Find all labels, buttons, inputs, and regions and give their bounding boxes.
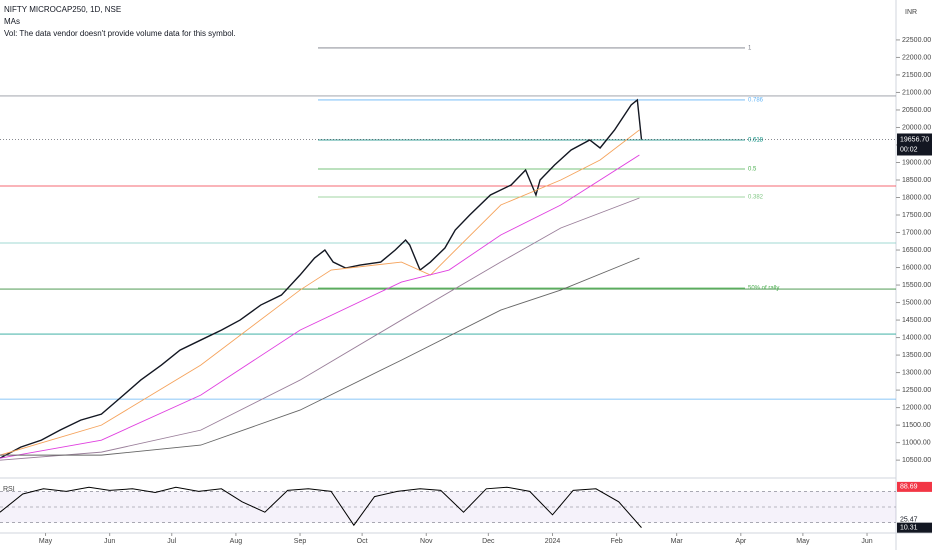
y-tick-label: 15000.00 bbox=[902, 299, 931, 306]
rsi-marker-box bbox=[897, 514, 932, 525]
y-tick-label: 12000.00 bbox=[902, 404, 931, 411]
y-tick-label: 13000.00 bbox=[902, 369, 931, 376]
rsi-marker-label: 25.47 bbox=[900, 517, 918, 524]
moving-average bbox=[0, 197, 640, 461]
y-tick-label: 15500.00 bbox=[902, 282, 931, 289]
x-tick-label: Apr bbox=[735, 538, 747, 545]
level-label: 0.618 bbox=[748, 138, 764, 144]
rsi-label: RSI bbox=[3, 486, 15, 493]
moving-average bbox=[0, 257, 640, 456]
y-tick-label: 20000.00 bbox=[902, 124, 931, 131]
indicator-label: MAs bbox=[4, 17, 20, 26]
y-tick-label: 11500.00 bbox=[902, 422, 931, 429]
last-price-label: 19656.70 bbox=[900, 136, 929, 143]
level-label: 0.786 bbox=[748, 98, 764, 104]
x-tick-label: 2024 bbox=[545, 538, 561, 545]
rsi-marker-box bbox=[897, 481, 932, 492]
level-label: 0.5 bbox=[748, 167, 757, 173]
rsi-marker-box bbox=[897, 522, 932, 533]
y-tick-label: 18000.00 bbox=[902, 194, 931, 201]
level-label: 0.382 bbox=[748, 195, 764, 201]
y-tick-label: 21000.00 bbox=[902, 89, 931, 96]
x-tick-label: Jun bbox=[861, 538, 872, 545]
level-label: 1 bbox=[748, 46, 752, 52]
moving-average bbox=[0, 154, 640, 459]
x-tick-label: Jul bbox=[167, 538, 176, 545]
rsi-marker-label: 10.31 bbox=[900, 524, 918, 531]
x-tick-label: Aug bbox=[230, 538, 243, 545]
x-tick-label: May bbox=[39, 538, 53, 545]
price-line bbox=[0, 98, 643, 459]
x-tick-label: Mar bbox=[671, 538, 684, 545]
y-tick-label: 16500.00 bbox=[902, 247, 931, 254]
y-tick-label: 20500.00 bbox=[902, 107, 931, 114]
symbol-title: NIFTY MICROCAP250, 1D, NSE bbox=[4, 5, 121, 14]
x-tick-label: Nov bbox=[420, 538, 433, 545]
x-tick-label: Dec bbox=[482, 538, 495, 545]
x-tick-label: Sep bbox=[294, 538, 307, 545]
y-tick-label: 19000.00 bbox=[902, 159, 931, 166]
y-tick-label: 12500.00 bbox=[902, 387, 931, 394]
x-tick-label: Feb bbox=[611, 538, 623, 545]
x-tick-label: Oct bbox=[357, 538, 368, 545]
y-tick-label: 14000.00 bbox=[902, 334, 931, 341]
y-tick-label: 17000.00 bbox=[902, 229, 931, 236]
currency: INR bbox=[905, 9, 917, 16]
rsi-line bbox=[0, 486, 642, 528]
last-price-box bbox=[897, 133, 932, 156]
volume-note: Vol: The data vendor doesn't provide vol… bbox=[4, 29, 236, 38]
y-tick-label: 10500.00 bbox=[902, 457, 931, 464]
y-tick-label: 14500.00 bbox=[902, 317, 931, 324]
y-tick-label: 17500.00 bbox=[902, 212, 931, 219]
level-label: 50% of rally bbox=[748, 286, 779, 292]
y-tick-label: 18500.00 bbox=[902, 177, 931, 184]
countdown: 00:02 bbox=[900, 146, 918, 153]
y-tick-label: 16000.00 bbox=[902, 264, 931, 271]
y-tick-label: 22500.00 bbox=[902, 37, 931, 44]
y-tick-label: 21500.00 bbox=[902, 72, 931, 79]
y-tick-label: 13500.00 bbox=[902, 352, 931, 359]
x-tick-label: May bbox=[796, 538, 810, 545]
rsi-marker-label: 88.69 bbox=[900, 484, 918, 491]
y-tick-label: 22000.00 bbox=[902, 54, 931, 61]
y-tick-label: 11000.00 bbox=[902, 439, 931, 446]
moving-average bbox=[0, 129, 640, 456]
x-tick-label: Jun bbox=[104, 538, 115, 545]
